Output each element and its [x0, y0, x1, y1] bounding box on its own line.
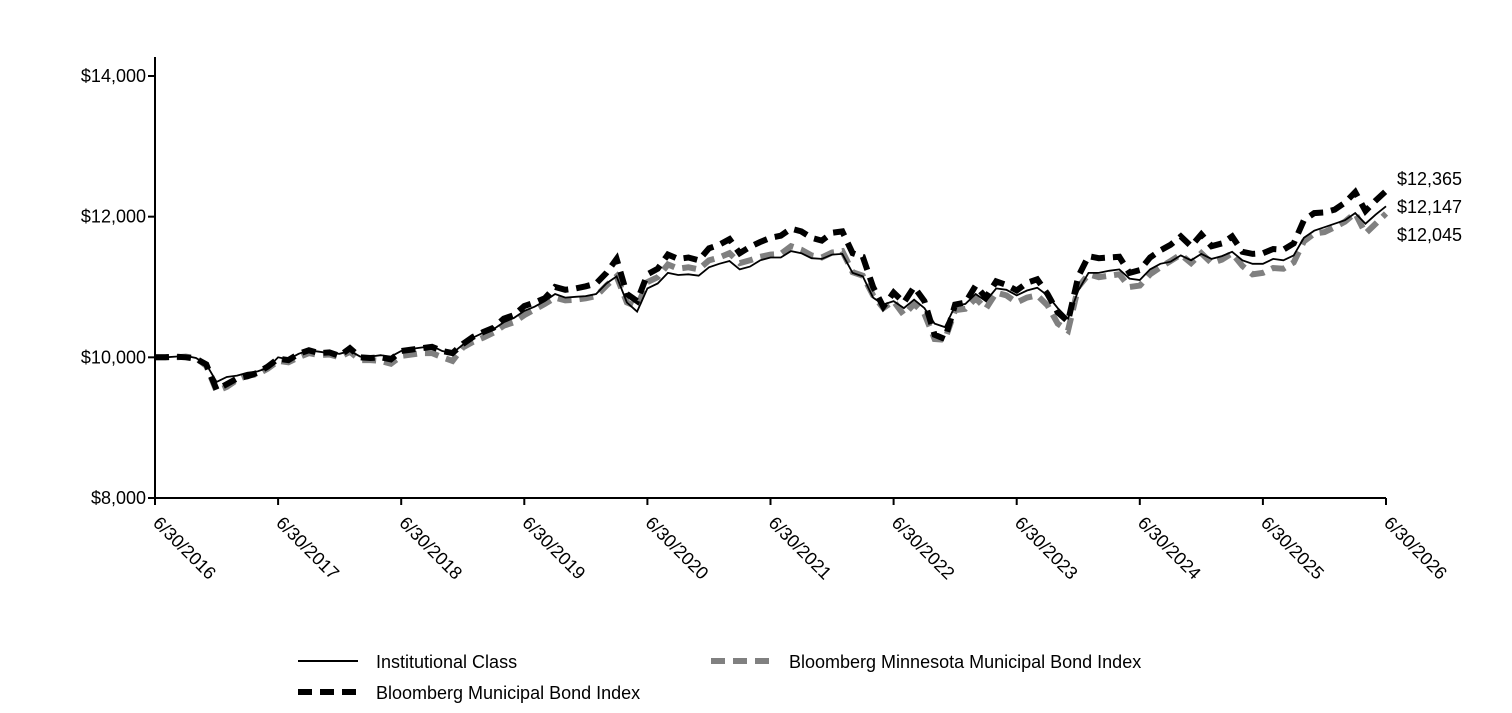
end-label-institutional-class: $12,147 [1397, 197, 1462, 217]
y-tick-label: $8,000 [91, 488, 146, 508]
legend-item-bloomberg-minnesota: Bloomberg Minnesota Municipal Bond Index [711, 652, 1141, 672]
x-tick-label: 6/30/2020 [642, 513, 713, 584]
legend-item-institutional-class: Institutional Class [298, 652, 517, 672]
y-tick-label: $12,000 [81, 207, 146, 227]
x-tick-label: 6/30/2021 [765, 513, 836, 584]
legend-label-bloomberg-minnesota: Bloomberg Minnesota Municipal Bond Index [789, 652, 1141, 672]
series-institutional-class-line [155, 205, 1387, 384]
x-tick-label: 6/30/2022 [888, 513, 959, 584]
x-tick-label: 6/30/2023 [1011, 513, 1082, 584]
x-tick-label: 6/30/2024 [1134, 513, 1205, 584]
series-layer [155, 187, 1389, 396]
x-tick-label: 6/30/2016 [149, 513, 220, 584]
axes-layer [154, 57, 1386, 499]
x-tick-label: 6/30/2025 [1257, 513, 1328, 584]
x-tick-label: 6/30/2017 [272, 513, 343, 584]
legend-label-institutional-class: Institutional Class [376, 652, 517, 672]
tick-layer: $8,000 $10,000 $12,000 $14,000 6/30/2016 6/30… [81, 66, 1451, 583]
legend-label-bloomberg-municipal: Bloomberg Municipal Bond Index [376, 683, 640, 703]
end-label-bloomberg-minnesota: $12,045 [1397, 225, 1462, 245]
end-label-bloomberg-municipal: $12,365 [1397, 169, 1462, 189]
x-tick-label: 6/30/2026 [1380, 513, 1451, 584]
series-bloomberg-municipal-line [155, 187, 1389, 394]
y-tick-label: $14,000 [81, 66, 146, 86]
legend: Institutional Class Bloomberg Minnesota … [298, 652, 1141, 703]
end-label-layer: $12,365 $12,147 $12,045 [1397, 169, 1462, 245]
x-tick-label: 6/30/2018 [395, 513, 466, 584]
x-tick-label: 6/30/2019 [518, 513, 589, 584]
series-bloomberg-minnesota-line [155, 208, 1389, 396]
legend-item-bloomberg-municipal: Bloomberg Municipal Bond Index [298, 683, 640, 703]
y-tick-label: $10,000 [81, 347, 146, 367]
